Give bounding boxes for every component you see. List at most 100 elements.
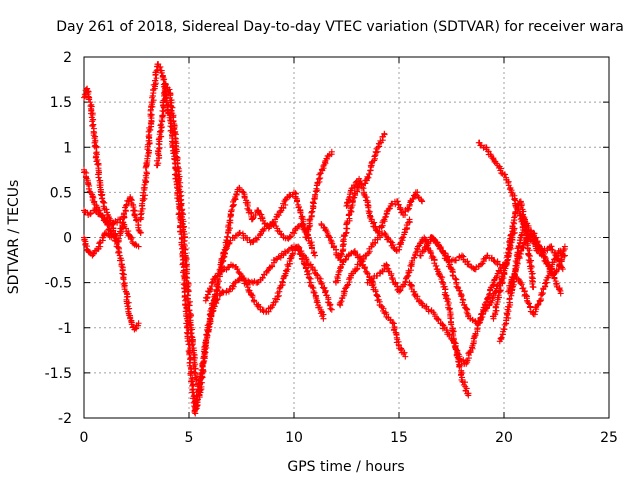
- data-point: [414, 243, 421, 250]
- data-point: [291, 189, 297, 196]
- data-point: [488, 153, 495, 160]
- data-marker: [353, 266, 360, 273]
- data-marker: [558, 256, 565, 263]
- data-point: [473, 320, 480, 327]
- data-marker: [291, 230, 298, 237]
- data-point: [406, 202, 413, 209]
- data-point: [192, 405, 199, 412]
- data-point: [459, 252, 465, 259]
- data-point: [517, 248, 524, 255]
- data-point: [213, 297, 220, 304]
- data-marker: [115, 235, 122, 242]
- data-marker: [401, 349, 408, 356]
- data-point: [228, 261, 234, 268]
- data-marker: [527, 265, 534, 272]
- data-marker: [360, 185, 367, 192]
- data-marker: [86, 188, 93, 195]
- data-marker: [258, 211, 265, 218]
- data-point: [301, 261, 308, 268]
- data-point: [272, 216, 279, 223]
- data-point: [400, 234, 407, 241]
- data-point: [108, 234, 115, 241]
- x-tick-label: 10: [285, 430, 303, 446]
- data-marker: [505, 249, 512, 256]
- data-marker: [397, 205, 404, 212]
- data-marker: [527, 304, 534, 311]
- data-point: [204, 324, 211, 331]
- data-marker: [200, 353, 207, 360]
- data-points: [81, 61, 568, 417]
- data-point: [433, 239, 440, 246]
- data-marker: [404, 273, 411, 280]
- data-point: [393, 248, 400, 255]
- data-point: [406, 216, 413, 223]
- data-point: [522, 216, 528, 223]
- data-point: [459, 374, 465, 381]
- y-tick-label: 2: [63, 50, 72, 66]
- data-marker: [498, 334, 505, 341]
- data-marker: [526, 247, 533, 254]
- data-point: [480, 311, 486, 318]
- data-point: [85, 180, 92, 187]
- data-marker: [224, 233, 231, 240]
- data-point: [406, 279, 413, 286]
- data-point: [110, 220, 117, 227]
- data-marker: [308, 209, 315, 216]
- data-marker: [186, 321, 193, 328]
- data-marker: [202, 337, 209, 344]
- data-marker: [535, 242, 542, 249]
- data-marker: [560, 246, 567, 253]
- y-tick-label: 1: [63, 140, 72, 156]
- data-marker: [534, 302, 541, 309]
- data-marker: [435, 317, 442, 324]
- series-track-19: [427, 234, 503, 273]
- data-point: [551, 275, 558, 282]
- data-point: [318, 220, 325, 227]
- data-point: [438, 320, 444, 327]
- data-point: [446, 306, 453, 313]
- data-point: [471, 266, 478, 273]
- x-tick-label: 0: [80, 430, 89, 446]
- data-point: [536, 243, 543, 250]
- data-marker: [541, 253, 548, 260]
- data-marker: [300, 222, 307, 229]
- data-point: [387, 202, 394, 209]
- data-marker: [277, 208, 284, 215]
- data-marker: [318, 281, 325, 288]
- data-marker: [311, 289, 318, 296]
- data-point: [490, 257, 497, 264]
- data-point: [427, 248, 434, 255]
- data-marker: [544, 259, 551, 266]
- data-marker: [185, 288, 192, 295]
- data-point: [433, 266, 440, 273]
- data-point: [419, 302, 426, 309]
- data-point: [494, 162, 501, 169]
- data-point: [503, 261, 510, 268]
- data-marker: [498, 170, 505, 177]
- data-point: [381, 130, 388, 137]
- data-marker: [471, 333, 478, 340]
- data-point: [167, 90, 174, 97]
- data-marker: [525, 251, 532, 258]
- data-point: [175, 171, 182, 178]
- data-marker: [177, 201, 184, 208]
- data-point: [387, 239, 394, 246]
- data-point: [370, 284, 377, 291]
- x-axis-label: GPS time / hours: [287, 459, 404, 475]
- data-marker: [153, 75, 160, 82]
- data-point: [356, 261, 363, 268]
- data-point: [343, 202, 350, 209]
- data-point: [496, 338, 503, 345]
- data-point: [167, 117, 174, 124]
- data-point: [375, 229, 381, 236]
- data-point: [530, 311, 537, 318]
- data-point: [127, 315, 134, 322]
- data-marker: [327, 237, 334, 244]
- data-marker: [497, 167, 504, 174]
- data-marker: [497, 335, 504, 342]
- data-marker: [365, 170, 372, 177]
- data-marker: [443, 295, 450, 302]
- data-point: [116, 252, 123, 259]
- data-marker: [145, 147, 152, 154]
- series-track-9: [207, 243, 327, 322]
